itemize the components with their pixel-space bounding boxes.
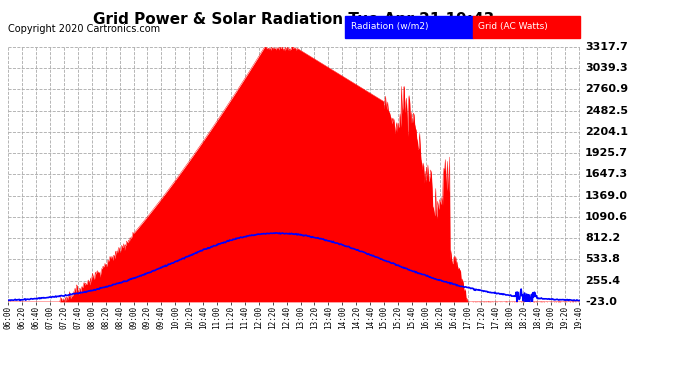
Text: 1090.6: 1090.6 (585, 212, 628, 222)
Text: 3039.3: 3039.3 (585, 63, 628, 73)
Text: 2760.9: 2760.9 (585, 84, 628, 94)
Text: 255.4: 255.4 (585, 276, 620, 286)
Text: Copyright 2020 Cartronics.com: Copyright 2020 Cartronics.com (8, 24, 160, 34)
Text: 1647.3: 1647.3 (585, 170, 628, 179)
Text: Radiation (w/m2): Radiation (w/m2) (351, 22, 428, 31)
Text: 1925.7: 1925.7 (585, 148, 628, 158)
Text: 1369.0: 1369.0 (585, 190, 628, 201)
Text: Grid Power & Solar Radiation Tue Apr 21 19:43: Grid Power & Solar Radiation Tue Apr 21 … (93, 12, 495, 27)
Text: 2204.1: 2204.1 (585, 127, 628, 137)
Text: -23.0: -23.0 (585, 297, 617, 307)
Text: 3317.7: 3317.7 (585, 42, 628, 52)
Text: 533.8: 533.8 (585, 254, 620, 264)
Text: 812.2: 812.2 (585, 233, 620, 243)
Text: Grid (AC Watts): Grid (AC Watts) (478, 22, 548, 31)
Text: 2482.5: 2482.5 (585, 106, 628, 116)
